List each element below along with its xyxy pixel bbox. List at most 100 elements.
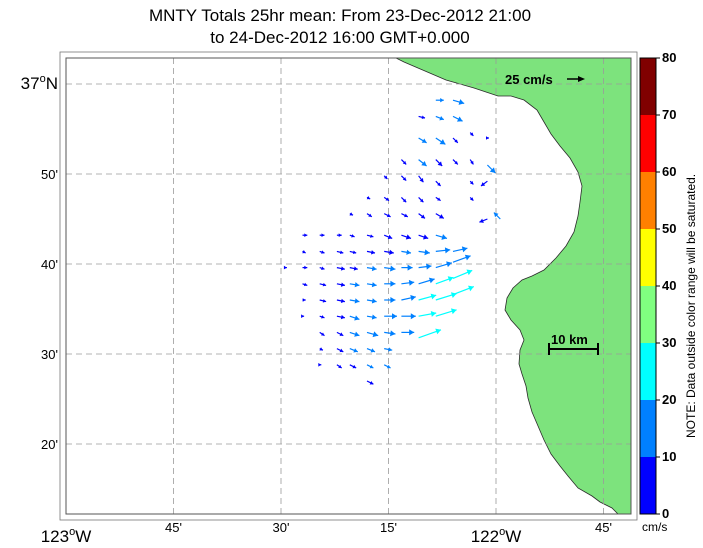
vector-head (301, 314, 305, 318)
current-vector (302, 265, 308, 270)
vector-head (388, 347, 393, 352)
current-vector (418, 263, 432, 270)
current-vector (469, 132, 474, 137)
current-vectors (283, 98, 501, 385)
current-vector (349, 315, 360, 321)
latitude-label: 50' (41, 167, 58, 182)
current-vector (319, 299, 327, 303)
current-vector (401, 279, 415, 286)
vector-head (481, 182, 486, 186)
vector-head (405, 234, 411, 240)
colorbar-tick-label: 50 (662, 221, 676, 236)
current-vector (401, 249, 412, 255)
vector-head (493, 212, 499, 218)
vector-head (371, 282, 377, 288)
current-vector (319, 347, 324, 351)
map-outer-frame (59, 51, 638, 521)
current-vector (452, 99, 465, 105)
current-vector (366, 250, 376, 255)
current-vector (418, 234, 429, 240)
colorbar-tick-label: 40 (662, 278, 676, 293)
vector-head (402, 160, 407, 165)
colorbar-unit: cm/s (642, 520, 667, 534)
vector-head (461, 246, 468, 253)
vector-head (354, 282, 360, 288)
longitude-label: 15' (380, 520, 397, 535)
vector-head (370, 348, 375, 353)
longitude-label: 45' (165, 520, 182, 535)
current-vector (418, 328, 442, 339)
vector-head (319, 347, 323, 351)
vector-head (354, 331, 360, 337)
current-vector (418, 159, 427, 167)
current-vector (435, 261, 452, 269)
vector-head (437, 161, 443, 166)
current-vector (366, 213, 373, 218)
current-vector (384, 265, 396, 272)
current-vector (435, 196, 441, 202)
vector-head (424, 249, 430, 256)
current-vector (302, 298, 306, 302)
current-vector (452, 115, 463, 122)
vector-head (370, 250, 375, 255)
vector-head (470, 181, 474, 185)
current-vector (486, 136, 489, 140)
current-vector (418, 310, 437, 317)
current-vector (366, 364, 374, 369)
vector-head (426, 263, 432, 270)
vector-head (371, 265, 377, 272)
longitude-labels: 123oW 45' 30' 15' 122oW 45' (41, 520, 612, 546)
current-vector (366, 331, 379, 338)
current-vector (418, 196, 424, 203)
current-vector (383, 175, 388, 180)
current-vector (301, 314, 305, 318)
vector-head (366, 196, 371, 200)
vector-head (390, 330, 396, 337)
vector-head (371, 298, 377, 304)
current-vector (401, 213, 409, 218)
vector-head (458, 99, 465, 105)
vector-head (390, 265, 396, 272)
current-vector (336, 314, 346, 320)
vector-head (450, 308, 457, 315)
colorbar-tick-label: 30 (662, 335, 676, 350)
vector-head (444, 247, 451, 254)
vector-head (340, 266, 345, 271)
vector-head (369, 381, 374, 385)
latitude-label: 20' (41, 437, 58, 452)
current-vector (349, 364, 357, 369)
vector-head (321, 315, 325, 319)
vector-head (447, 276, 454, 282)
vector-head (454, 139, 458, 143)
longitude-label: 30' (273, 520, 290, 535)
colorbar-segment (640, 115, 656, 172)
vector-head (338, 233, 342, 237)
vector-head (423, 234, 429, 240)
vector-head (371, 314, 377, 320)
vector-head (386, 364, 391, 369)
current-vector (384, 313, 397, 320)
vector-head (430, 293, 437, 300)
current-vector (452, 246, 468, 253)
current-vector (383, 234, 393, 240)
current-vector (383, 213, 391, 218)
colorbar: 0 10 20 30 40 50 60 70 80 (639, 50, 676, 521)
vector-head (454, 160, 458, 165)
current-vector (401, 234, 412, 240)
vector-head (419, 178, 424, 183)
current-vector (383, 196, 390, 202)
current-vector (349, 266, 358, 271)
vector-head (304, 233, 308, 237)
map-title-line-2: to 24-Dec-2012 16:00 GMT+0.000 (210, 28, 470, 47)
current-vector (384, 297, 396, 303)
vector-head (404, 213, 408, 218)
vector-head (352, 250, 357, 255)
current-vector (366, 282, 377, 288)
current-vector (469, 196, 474, 202)
colorbar-tick-label: 60 (662, 164, 676, 179)
current-vector (319, 315, 325, 319)
current-vector (366, 196, 371, 200)
vector-head (339, 348, 344, 353)
current-vector (418, 213, 426, 219)
vector-head (408, 279, 415, 286)
